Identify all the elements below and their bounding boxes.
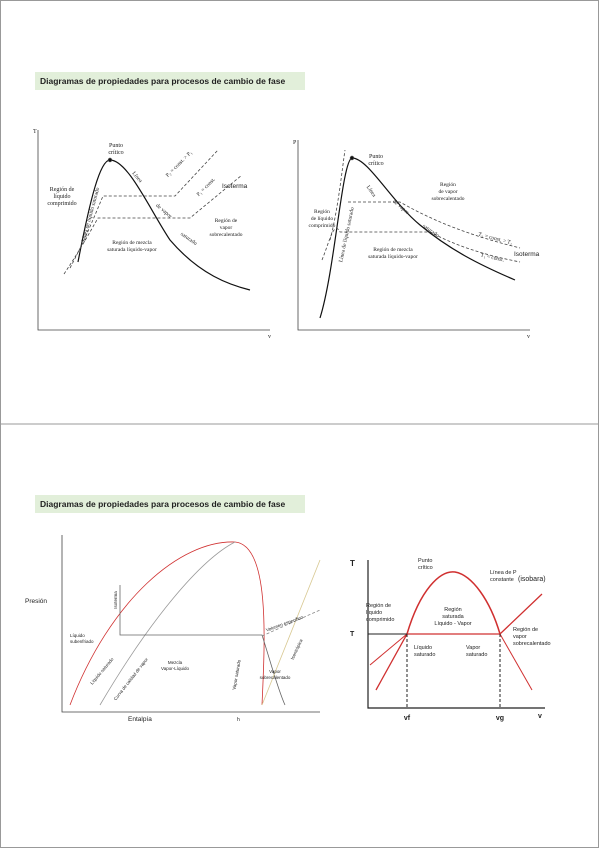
label: v <box>527 334 530 340</box>
isotherm <box>329 149 521 249</box>
diagram-pv <box>297 140 530 331</box>
label: vapor <box>220 225 233 231</box>
label: comprimido <box>366 617 394 623</box>
label: líquido <box>366 610 382 616</box>
saturation-dome <box>69 541 265 706</box>
label: sobrecalentado <box>260 675 291 680</box>
saturation-dome <box>406 571 501 635</box>
label: Diagramas de propiedades para procesos d… <box>40 76 285 86</box>
label: Líquido <box>70 633 85 638</box>
label: (isobara) <box>518 576 546 583</box>
label: T <box>33 129 37 135</box>
isotherm-line <box>119 585 286 706</box>
label: saturado <box>466 652 487 658</box>
label: Punto <box>369 154 383 160</box>
label: v <box>538 713 542 720</box>
label: subenfriado <box>70 639 94 644</box>
label: crítico <box>368 161 383 167</box>
label: sobrecalentado <box>513 641 551 647</box>
label: Mezcla <box>168 660 183 665</box>
isobar <box>63 174 243 275</box>
title-bar <box>35 495 305 513</box>
label: Entalpía <box>128 716 152 723</box>
label: Vapor <box>269 669 281 674</box>
label: v <box>268 334 271 340</box>
axes <box>297 140 530 331</box>
label: crítico <box>108 150 123 156</box>
label: saturada <box>442 614 464 620</box>
label: Punto <box>418 558 432 564</box>
label: crítico <box>418 565 433 571</box>
label: sobrecalentado <box>210 232 243 238</box>
title-bar <box>35 72 305 90</box>
label: Vapor <box>466 645 480 651</box>
label: Región <box>314 209 330 215</box>
red-line <box>369 633 408 666</box>
isobar-line <box>375 593 543 691</box>
label: Líquido - Vapor <box>434 621 471 627</box>
label: Región de <box>50 187 75 193</box>
label: h <box>237 717 240 723</box>
label: constante <box>490 577 514 583</box>
label: Isoterma <box>514 251 540 258</box>
label: comprimido <box>47 201 76 207</box>
label: Región <box>444 607 461 613</box>
label: T <box>350 559 355 568</box>
label: Región de mezcla <box>112 240 152 246</box>
label: saturada líquido-vapor <box>107 247 157 253</box>
label: vf <box>404 715 411 722</box>
label: Región de <box>513 627 538 633</box>
label: Vapor-Líquido <box>161 666 189 671</box>
isobar <box>69 149 219 269</box>
label: Isoterma <box>113 591 118 609</box>
isotherm <box>321 228 521 263</box>
isentropic-line <box>261 559 321 706</box>
label: T <box>350 631 355 638</box>
axes <box>61 535 320 713</box>
saturation-dome <box>77 159 251 291</box>
volume-line <box>261 609 321 637</box>
label: P <box>293 140 297 146</box>
red-line <box>499 633 533 691</box>
label: Línea de P <box>490 570 517 576</box>
label: vg <box>496 715 504 722</box>
label: Punto <box>109 143 123 149</box>
label: de vapor <box>438 189 457 195</box>
axes <box>37 130 270 331</box>
diagram-ph <box>61 535 321 713</box>
label: Isoterma <box>222 183 248 190</box>
label: Líquido <box>414 645 432 651</box>
critical-point <box>349 155 355 161</box>
label: líquido <box>53 194 70 200</box>
label: Región de <box>215 218 238 224</box>
label: saturada líquido-vapor <box>368 254 418 260</box>
label: saturado <box>414 652 435 658</box>
critical-point <box>107 157 113 163</box>
label: sobrecalentado <box>432 196 465 202</box>
label: Región de <box>366 603 391 609</box>
label: Vapor saturado <box>231 659 241 690</box>
saturation-dome <box>319 157 516 319</box>
label: T₁ = const. <box>480 253 505 264</box>
label: vapor <box>513 634 527 640</box>
label: Diagramas de propiedades para procesos d… <box>40 499 285 509</box>
label: de líquido <box>311 216 333 222</box>
axes <box>367 560 545 709</box>
diagram-tv <box>37 130 270 331</box>
label: Región <box>440 182 456 188</box>
label: Presión <box>25 598 47 605</box>
label: comprimido <box>309 223 336 229</box>
diagram-tv2 <box>367 560 545 709</box>
quality-curve <box>99 541 236 706</box>
label: Región de mezcla <box>373 247 413 253</box>
